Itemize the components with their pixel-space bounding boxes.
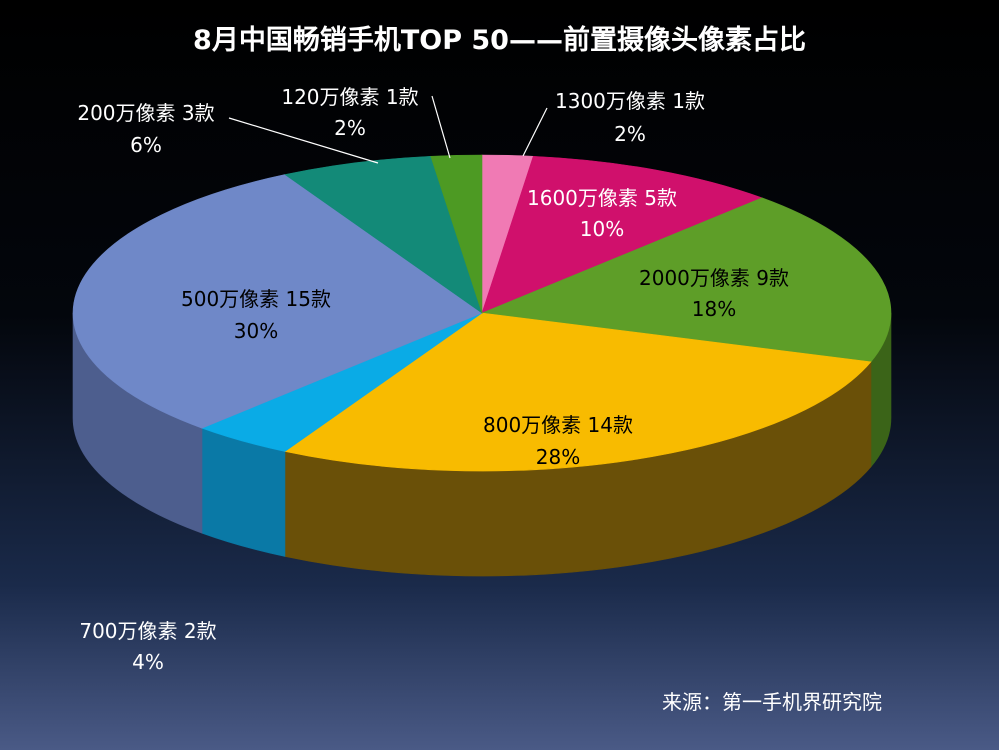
pie-slice-2000万像素 <box>480 197 892 363</box>
pie-slices <box>72 154 892 472</box>
slice-percent-120万像素: 2% <box>334 116 366 140</box>
slice-label-500万像素: 500万像素 15款 <box>181 287 331 311</box>
slice-percent-2000万像素: 18% <box>692 297 736 321</box>
leader-lines <box>228 95 548 164</box>
slice-label-120万像素: 120万像素 1款 <box>281 85 418 109</box>
slice-label-700万像素: 700万像素 2款 <box>79 619 216 643</box>
slice-label-800万像素: 800万像素 14款 <box>483 413 633 437</box>
leader-line-200万像素 <box>228 117 379 164</box>
slice-percent-500万像素: 30% <box>234 319 278 343</box>
pie-slice-200万像素 <box>284 155 483 314</box>
slice-label-200万像素: 200万像素 3款 <box>77 101 214 125</box>
leader-line-1300万像素 <box>522 107 548 157</box>
slice-percent-200万像素: 6% <box>130 133 162 157</box>
data-labels: 1300万像素 1款 2% 1600万像素 5款 10% 2000万像素 9款 18% 80… <box>77 85 789 674</box>
pie-slice-800万像素 <box>284 312 872 472</box>
leader-line-120万像素 <box>431 95 451 159</box>
slice-label-2000万像素: 2000万像素 9款 <box>639 266 789 290</box>
pie-slice-1600万像素 <box>481 155 763 314</box>
chart-title: 8月中国畅销手机TOP 50——前置摄像头像素占比 <box>193 25 806 56</box>
source-note: 来源：第一手机界研究院 <box>662 690 882 714</box>
slice-percent-1600万像素: 10% <box>580 217 624 241</box>
pie-slice-120万像素 <box>430 154 483 314</box>
slice-percent-800万像素: 28% <box>536 445 580 469</box>
slice-label-1300万像素: 1300万像素 1款 <box>555 89 705 113</box>
slice-percent-700万像素: 4% <box>132 650 164 674</box>
slice-percent-1300万像素: 2% <box>614 122 646 146</box>
pie-slice-500万像素 <box>72 174 483 429</box>
slice-label-1600万像素: 1600万像素 5款 <box>527 186 677 210</box>
